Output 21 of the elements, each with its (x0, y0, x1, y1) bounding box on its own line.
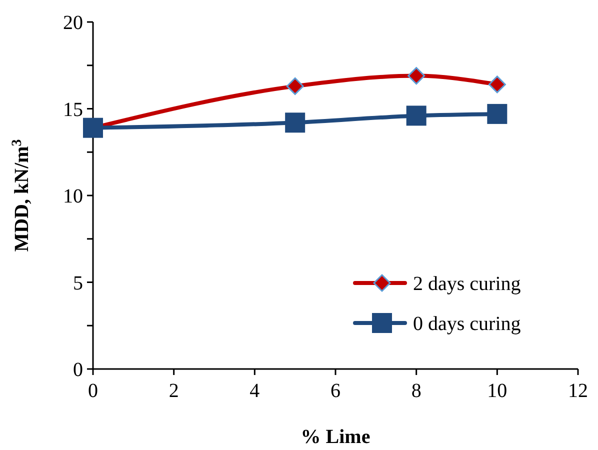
x-tick-label: 8 (411, 380, 422, 402)
point (286, 77, 304, 95)
legend-label: 0 days curing (413, 313, 521, 335)
y-tick-label: 0 (73, 359, 83, 381)
legend-label: 2 days curing (413, 273, 521, 295)
y-tick-label: 15 (63, 98, 83, 121)
point (487, 104, 508, 124)
point (406, 106, 426, 126)
y-tick-label: 10 (63, 186, 83, 208)
x-tick-label: 10 (487, 380, 508, 402)
point (285, 112, 306, 133)
x-tick-label: 4 (250, 380, 260, 402)
point (408, 67, 426, 85)
y-tick-label: 5 (73, 272, 83, 294)
x-tick-label: 12 (568, 380, 588, 402)
x-tick-label: 0 (88, 380, 98, 402)
x-tick-label: 2 (168, 380, 179, 402)
y-tick-label: 20 (63, 12, 83, 34)
x-tick-label: 6 (330, 380, 340, 402)
point (488, 76, 506, 94)
x-axis-title: % Lime (300, 426, 370, 448)
